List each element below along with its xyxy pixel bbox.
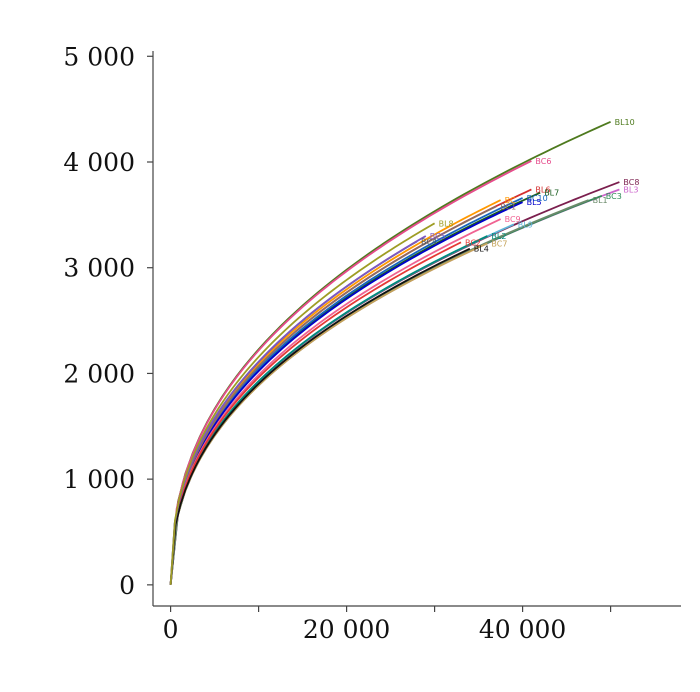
y-tick-label: 3 000 [63,254,135,283]
plot-background [153,51,681,606]
series-label-bc5: BC5 [430,232,446,241]
series-lines [169,121,620,585]
series-line-bl4 [169,247,471,585]
series-line-bl5 [169,201,523,585]
y-tick-label: 0 [119,571,135,600]
x-tick-label: 20 000 [303,615,390,644]
series-label-bc7: BC7 [491,239,507,248]
series-label-bl5: BL5 [527,198,542,207]
series-line-bc [169,199,501,585]
y-tick-label: 2 000 [63,359,135,388]
series-line-bl2 [169,235,488,585]
series-label-bc: BC [505,196,516,205]
series-label-bl3: BL3 [623,186,638,195]
plot-area [153,51,681,606]
y-tick-label: 1 000 [63,465,135,494]
x-tick-label: 0 [163,615,179,644]
series-label-bc3: BC3 [606,192,622,201]
series-label-bl7: BL7 [544,189,559,198]
y-tick-label: 5 000 [63,42,135,71]
series-line-bc10 [169,197,523,585]
series-label-bl4: BL4 [474,245,489,254]
series-label-bc6: BC6 [535,157,551,166]
series-label-bc9: BC9 [505,215,521,224]
series-label-bc4: BC4 [421,237,437,246]
series-line-bc6 [169,160,532,585]
series-line-bc2 [169,241,462,585]
series-label-bl8: BL8 [439,219,454,228]
series-label-bc10: BC10 [527,194,548,203]
series-label-bc1: BC1 [500,202,516,211]
series-line-bl8 [169,222,436,585]
y-tick-label: 4 000 [63,148,135,177]
series-label-bl6: BL6 [535,186,550,195]
series-label-bc8: BC8 [623,178,639,187]
series-label-bl1: BL1 [593,196,608,205]
series-line-bc1 [169,205,497,585]
x-tick-label: 40 000 [479,615,566,644]
series-line-bc9 [169,218,501,585]
axes: 0 1 000 2 000 3 000 4 000 5 000 0 20 000 40 000 [63,42,681,644]
series-line-bc5 [169,235,427,585]
series-label-bl9: BL9 [518,220,533,229]
series-label-bl2: BL2 [491,232,506,241]
series-label-bl10: BL10 [615,118,635,127]
series-label-bc2: BC2 [465,238,481,247]
